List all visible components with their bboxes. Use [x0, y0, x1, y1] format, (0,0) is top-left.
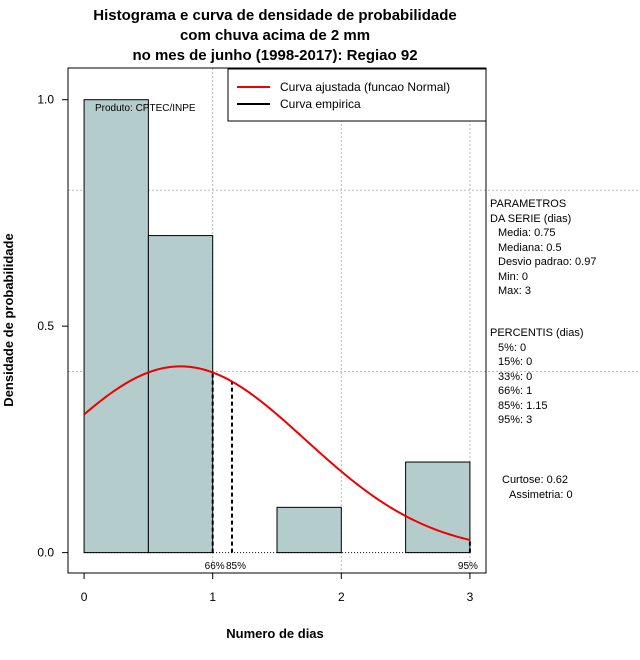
x-tick-label: 1: [209, 590, 216, 604]
chart-title-line-1: Histograma e curva de densidade de proba…: [93, 7, 457, 24]
pct-66: 66%: 1: [498, 385, 533, 397]
parameters-list: Media: 0.75 Mediana: 0.5 Desvio padrao: …: [490, 226, 596, 299]
shape-stats-panel: Curtose: 0.62 Assimetria: 0: [502, 473, 573, 502]
pct-15: 15%: 0: [498, 356, 533, 368]
histogram-bar: [276, 506, 342, 554]
parameters-subheading: DA SERIE (dias): [490, 212, 572, 225]
param-max: Max: 3: [498, 285, 532, 297]
parameters-heading: PARAMETROS: [490, 198, 567, 210]
percentiles-heading: PERCENTIS (dias): [490, 327, 584, 339]
percentiles-list: 5%: 0 15%: 0 33%: 0 66%: 1 85%: 1.15 95%…: [490, 341, 584, 428]
parameters-panel: PARAMETROS DA SERIE (dias) Media: 0.75 M…: [490, 197, 596, 299]
legend-box: [227, 68, 487, 122]
kurtosis-value: Curtose: 0.62: [502, 474, 569, 486]
histogram-bar: [147, 235, 214, 554]
histogram-bar: [83, 99, 149, 554]
y-tick-label: 0.0: [37, 546, 54, 560]
chart-title-line-2: com chuva acima de 2 mm: [179, 27, 371, 44]
pct-33: 33%: 0: [498, 370, 533, 383]
x-tick-label: 3: [467, 590, 474, 604]
x-tick-label: 0: [81, 590, 88, 604]
percentile-label: 85%: [226, 561, 246, 572]
product-label: Produto: CPTEC/INPE: [95, 103, 196, 114]
param-mean: Media: 0.75: [498, 227, 556, 239]
y-tick-label: 0.5: [37, 319, 54, 333]
x-tick-label: 2: [338, 590, 345, 604]
param-min: Min: 0: [498, 270, 528, 283]
pct-95: 95%: 3: [498, 414, 533, 426]
normal-fit-curve: [83, 365, 471, 541]
legend-label-empirical: Curva empirica: [280, 97, 361, 111]
param-median: Mediana: 0.5: [498, 241, 562, 254]
legend-label-normal: Curva ajustada (funcao Normal): [280, 80, 450, 94]
y-axis-label: Densidade de probabilidade: [1, 233, 16, 406]
plot-frame: [67, 67, 487, 574]
pct-5: 5%: 0: [498, 341, 527, 354]
percentile-label: 95%: [458, 561, 478, 572]
x-axis-label: Numero de dias: [226, 626, 324, 641]
percentile-label: 66%: [205, 561, 225, 572]
legend: Curva ajustada (funcao Normal) Curva emp…: [227, 68, 487, 122]
pct-85: 85%: 1.15: [498, 399, 548, 412]
y-tick-label: 1.0: [37, 93, 54, 107]
percentiles-panel: PERCENTIS (dias) 5%: 0 15%: 0 33%: 0 66%…: [490, 326, 584, 428]
skewness-value: Assimetria: 0: [509, 488, 573, 501]
chart-title-line-3: no mes de junho (1998-2017): Regiao 92: [132, 47, 418, 64]
histogram-bar: [405, 461, 471, 554]
param-stddev: Desvio padrao: 0.97: [498, 256, 597, 268]
